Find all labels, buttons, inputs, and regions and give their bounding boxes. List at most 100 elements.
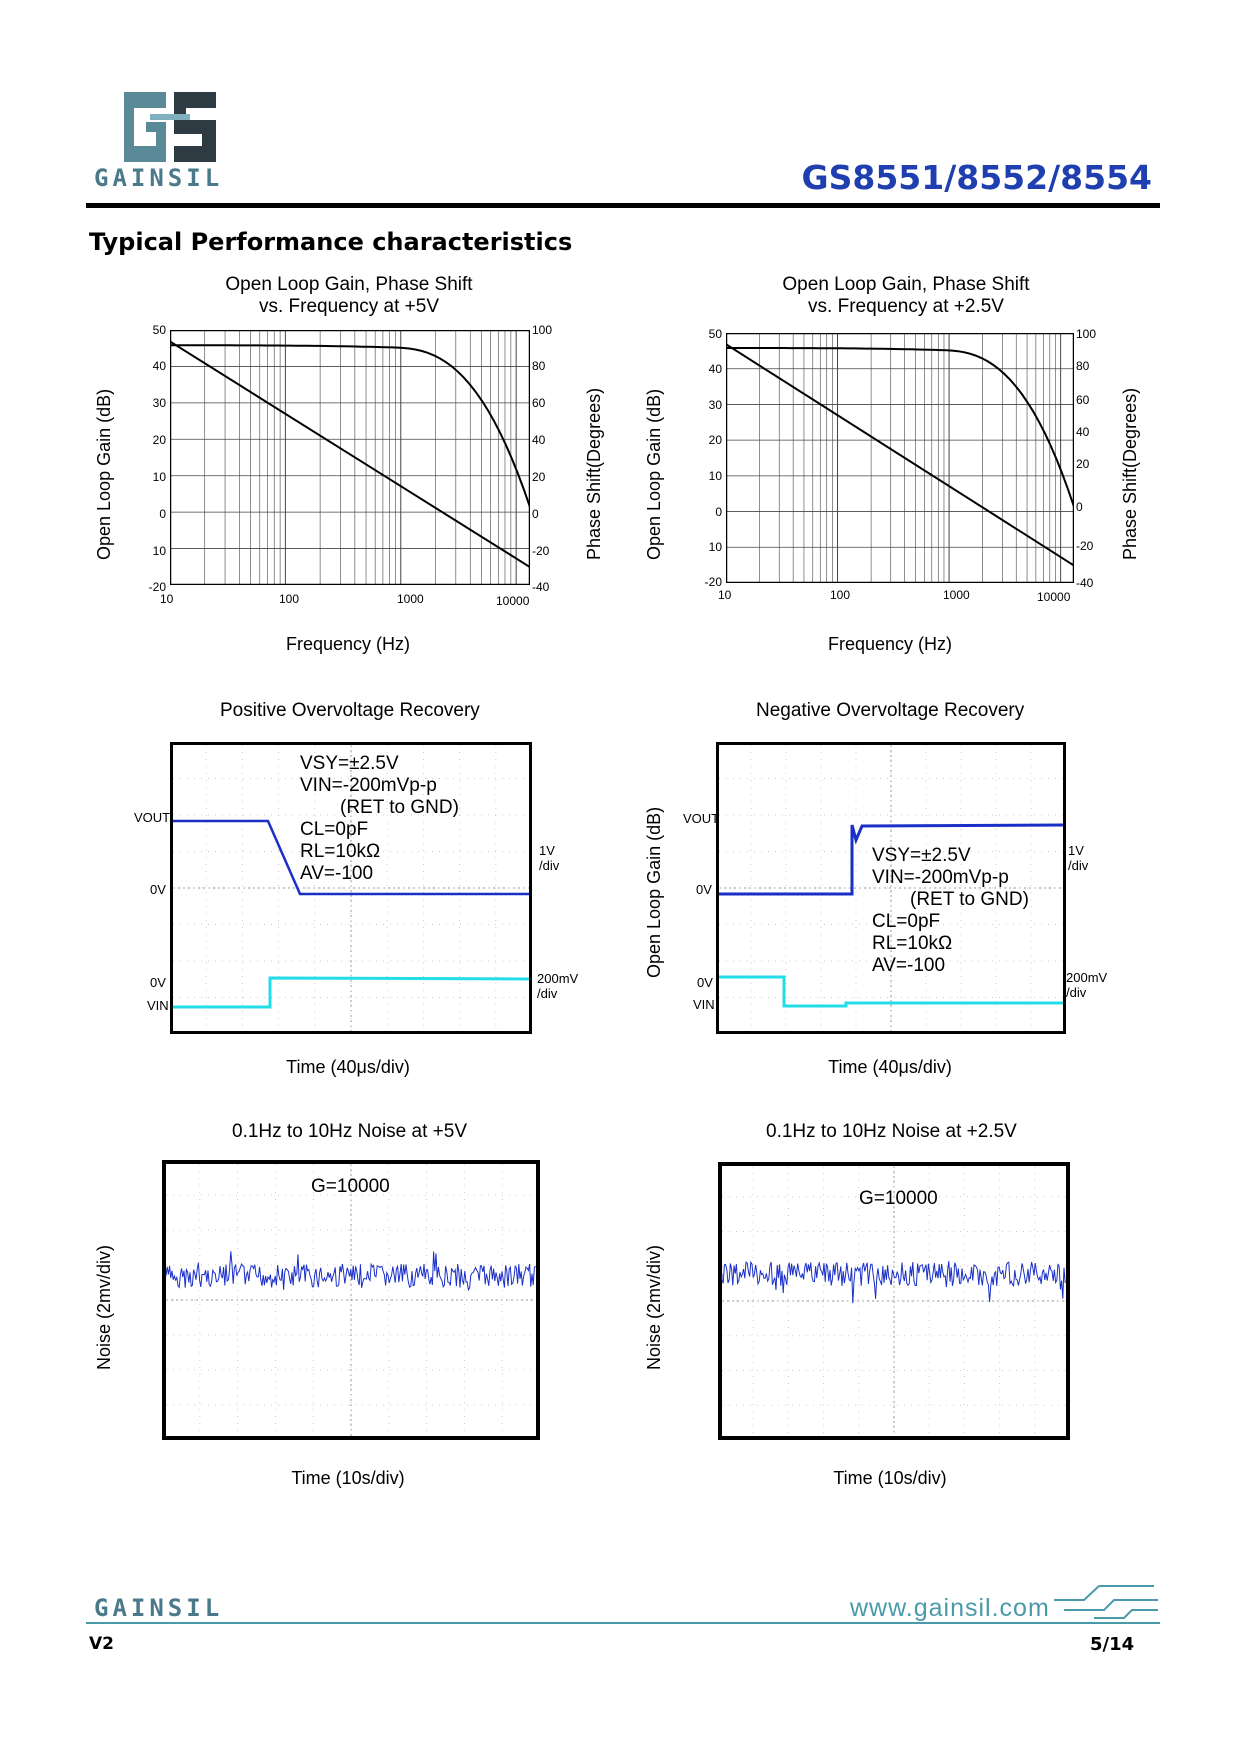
tick: -40 (1076, 576, 1094, 590)
gain5v-x-tick-10: 10 (160, 592, 174, 606)
pos-ovr-title: Positive Overvoltage Recovery (220, 700, 480, 721)
gain-curve (726, 343, 1074, 567)
footer-page: 5/14 (1090, 1634, 1135, 1655)
gain5v-x-tick-10000: 10000 (496, 594, 530, 608)
scale-unit: /div (1066, 985, 1087, 1000)
cond-line: VIN=-200mVp-p (872, 867, 1009, 888)
gain5v-plot (170, 330, 530, 585)
pos-ovr-conditions: VSY=±2.5V VIN=-200mVp-p (RET to GND) CL=… (300, 753, 459, 885)
gain25v-plot (726, 333, 1074, 583)
header-rule (86, 203, 1160, 208)
noise-trace (721, 1260, 1066, 1304)
tick: 30 (708, 398, 722, 412)
gain25v-x-tick-10: 10 (718, 588, 732, 602)
gain25v-right-ticks: 100 80 60 40 20 0 -20 -40 (1076, 327, 1116, 590)
scale-value: 200mV (537, 971, 579, 986)
tick: -40 (532, 580, 550, 594)
neg-ovr-vin: VIN (693, 997, 715, 1012)
cond-line: CL=0pF (872, 911, 941, 932)
tick: 10 (708, 469, 722, 483)
tick: -20 (704, 575, 722, 589)
tick: 80 (532, 359, 546, 373)
noise25v-xlabel: Time (10s/div) (833, 1468, 947, 1488)
logo-wordmark: GAINSIL (94, 164, 224, 192)
gs-logo-icon (124, 92, 216, 162)
noise25v-scope (718, 1162, 1070, 1440)
noise25v-title: 0.1Hz to 10Hz Noise at +2.5V (766, 1121, 1017, 1142)
vin-trace (719, 975, 1063, 1008)
scale-unit: /div (1068, 858, 1089, 873)
tick: 100 (532, 323, 553, 337)
gain5v-xlabel: Frequency (Hz) (285, 634, 411, 654)
plot-frame (726, 333, 1074, 583)
tick: 10 (152, 544, 166, 558)
footer-url: www.gainsil.com (850, 1594, 1050, 1622)
cond-line: RL=10kΩ (872, 933, 953, 954)
pos-ovr-vout: VOUT (134, 810, 171, 825)
gain5v-title-line2: vs. Frequency at +5V (258, 296, 440, 317)
phase-curve (726, 347, 1074, 508)
footer-rule (86, 1622, 1160, 1624)
gain25v-x-tick-10000: 10000 (1037, 590, 1071, 604)
pos-ovr-scale1: 1V /div (539, 843, 559, 873)
tick: 20 (532, 470, 546, 484)
neg-ovr-scale1: 1V /div (1068, 843, 1088, 873)
company-logo: GAINSIL (94, 88, 244, 198)
neg-ovr-ylabel: Open Loop Gain (dB) (644, 806, 664, 978)
tick: -20 (148, 580, 166, 594)
tick: 40 (708, 362, 722, 376)
gain25v-title-line1: Open Loop Gain, Phase Shift (782, 274, 1030, 295)
gain-curve (170, 340, 530, 568)
neg-ovr-conditions: VSY=±2.5V VIN=-200mVp-p (RET to GND) CL=… (872, 845, 1029, 977)
gain25v-ylabel-right: Phase Shift(Degrees) (1120, 387, 1140, 560)
footer-logo: GAINSIL (94, 1594, 224, 1622)
neg-ovr-scale2: 200mV /div (1066, 970, 1107, 1000)
phase-curve (170, 344, 530, 508)
gain5v-ylabel-right: Phase Shift(Degrees) (584, 387, 604, 560)
scale-value: 1V (1068, 843, 1084, 858)
vout-trace (719, 823, 1064, 896)
cond-line: AV=-100 (300, 863, 374, 884)
noise5v-ylabel: Noise (2mv/div) (94, 1244, 114, 1370)
gain25v-xlabel: Frequency (Hz) (827, 634, 953, 654)
gain5v-ylabel-left: Open Loop Gain (dB) (94, 388, 114, 560)
footer-version: V2 (89, 1634, 114, 1654)
tick: 0 (1076, 500, 1083, 514)
tick: 60 (532, 396, 546, 410)
tick: 50 (152, 323, 166, 337)
noise25v-gain: G=10000 (859, 1188, 938, 1209)
tick: 40 (532, 433, 546, 447)
noise5v-xlabel: Time (10s/div) (291, 1468, 405, 1488)
pos-ovr-0v-2: 0V (150, 975, 166, 990)
gain5v-title: Open Loop Gain, Phase Shift vs. Frequenc… (119, 274, 579, 318)
neg-ovr-scope (716, 742, 1066, 1034)
tick: 60 (1076, 393, 1090, 407)
cond-line: AV=-100 (872, 955, 946, 976)
tick: 20 (708, 433, 722, 447)
tick: 100 (1076, 327, 1097, 341)
cond-line: (RET to GND) (910, 889, 1029, 910)
gain25v-left-ticks: 50 40 30 20 10 0 10 -20 (702, 327, 722, 589)
tick: 20 (152, 433, 166, 447)
gain25v-title-line2: vs. Frequency at +2.5V (808, 296, 1004, 317)
tick: -20 (532, 544, 550, 558)
noise5v-gain: G=10000 (311, 1176, 390, 1197)
noise-trace (165, 1251, 536, 1292)
neg-ovr-vout: VOUT (683, 811, 720, 826)
gain5v-right-ticks: 100 80 60 40 20 0 -20 -40 (532, 323, 572, 594)
pos-ovr-scope (170, 742, 532, 1034)
tick: 40 (1076, 425, 1090, 439)
cond-line: VSY=±2.5V (300, 753, 399, 774)
cond-line: VIN=-200mVp-p (300, 775, 437, 796)
gain5v-x-tick-1000: 1000 (397, 592, 424, 606)
tick: 80 (1076, 359, 1090, 373)
part-number: GS8551/8552/8554 (801, 158, 1153, 197)
scale-value: 200mV (1066, 970, 1108, 985)
cond-line: CL=0pF (300, 819, 369, 840)
gain5v-title-line1: Open Loop Gain, Phase Shift (225, 274, 473, 295)
cond-line: (RET to GND) (340, 797, 459, 818)
noise25v-ylabel: Noise (2mv/div) (644, 1244, 664, 1370)
vin-trace (173, 976, 530, 1009)
gain25v-x-tick-100: 100 (830, 588, 851, 602)
gain25v-ylabel-left: Open Loop Gain (dB) (644, 388, 664, 560)
